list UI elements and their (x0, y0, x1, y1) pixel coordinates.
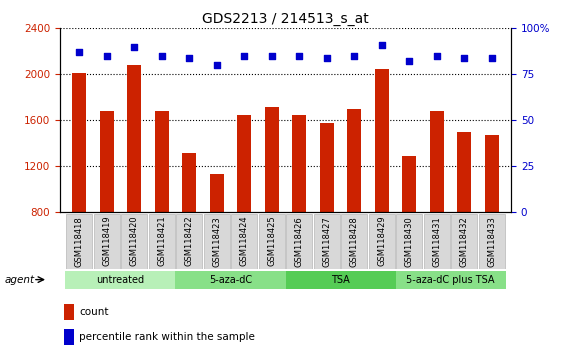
Text: GSM118430: GSM118430 (405, 216, 414, 267)
Bar (265, 107, 279, 212)
FancyBboxPatch shape (313, 214, 340, 269)
Bar (100, 111, 114, 212)
Point (377, 42, 387, 48)
Bar (210, 175, 224, 212)
Point (240, 53, 249, 59)
Point (267, 53, 276, 59)
Bar (347, 109, 361, 212)
Bar (65, 304, 74, 320)
Bar (127, 65, 141, 212)
Point (460, 55, 469, 61)
Text: GSM118420: GSM118420 (130, 216, 139, 267)
FancyBboxPatch shape (66, 214, 93, 269)
Bar (375, 69, 389, 212)
Point (75, 50, 84, 55)
Point (432, 53, 441, 59)
Point (184, 55, 194, 61)
FancyBboxPatch shape (368, 214, 395, 269)
FancyBboxPatch shape (451, 214, 477, 269)
Text: GSM118424: GSM118424 (240, 216, 249, 267)
Text: GSM118419: GSM118419 (102, 216, 111, 267)
Text: untreated: untreated (96, 275, 144, 285)
Text: GSM118425: GSM118425 (267, 216, 276, 267)
FancyBboxPatch shape (396, 271, 505, 289)
FancyBboxPatch shape (286, 214, 312, 269)
Bar (292, 115, 306, 212)
Text: GSM118418: GSM118418 (75, 216, 84, 267)
Point (405, 59, 414, 64)
Point (102, 53, 111, 59)
Text: GSM118427: GSM118427 (322, 216, 331, 267)
FancyBboxPatch shape (478, 214, 505, 269)
FancyBboxPatch shape (341, 214, 368, 269)
Point (212, 62, 222, 68)
Bar (65, 329, 74, 345)
Text: 5-aza-dC: 5-aza-dC (209, 275, 252, 285)
Bar (403, 156, 416, 212)
FancyBboxPatch shape (148, 214, 175, 269)
Text: 5-aza-dC plus TSA: 5-aza-dC plus TSA (407, 275, 495, 285)
Point (349, 53, 359, 59)
FancyBboxPatch shape (66, 271, 175, 289)
Text: count: count (79, 307, 108, 317)
Point (322, 55, 331, 61)
Text: GSM118431: GSM118431 (432, 216, 441, 267)
Bar (182, 153, 196, 212)
Point (487, 55, 496, 61)
Bar (485, 135, 498, 212)
Text: GSM118423: GSM118423 (212, 216, 221, 267)
Bar (73, 73, 86, 212)
FancyBboxPatch shape (121, 214, 147, 269)
Text: GSM118433: GSM118433 (487, 216, 496, 267)
Bar (320, 123, 333, 212)
FancyBboxPatch shape (175, 271, 286, 289)
Bar (430, 111, 444, 212)
Text: GSM118422: GSM118422 (185, 216, 194, 267)
Bar (457, 132, 471, 212)
FancyBboxPatch shape (203, 214, 230, 269)
FancyBboxPatch shape (259, 214, 285, 269)
Point (130, 44, 139, 50)
FancyBboxPatch shape (231, 214, 258, 269)
Point (295, 53, 304, 59)
Text: TSA: TSA (331, 275, 350, 285)
Text: percentile rank within the sample: percentile rank within the sample (79, 332, 255, 342)
Text: agent: agent (5, 275, 35, 285)
Text: GSM118432: GSM118432 (460, 216, 469, 267)
Bar (238, 115, 251, 212)
FancyBboxPatch shape (424, 214, 450, 269)
Text: GSM118429: GSM118429 (377, 216, 386, 267)
FancyBboxPatch shape (94, 214, 120, 269)
FancyBboxPatch shape (286, 271, 396, 289)
Text: GSM118428: GSM118428 (350, 216, 359, 267)
FancyBboxPatch shape (396, 214, 423, 269)
Text: GSM118421: GSM118421 (157, 216, 166, 267)
FancyBboxPatch shape (176, 214, 203, 269)
Point (157, 53, 166, 59)
Bar (155, 111, 168, 212)
Title: GDS2213 / 214513_s_at: GDS2213 / 214513_s_at (202, 12, 369, 26)
Text: GSM118426: GSM118426 (295, 216, 304, 267)
